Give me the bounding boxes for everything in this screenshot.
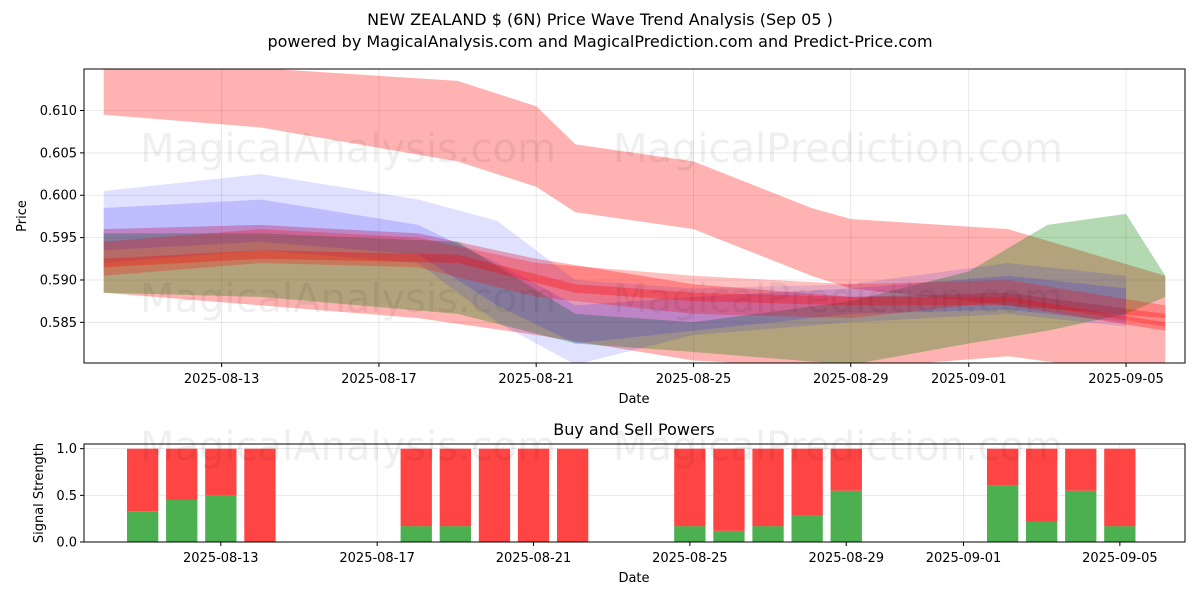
watermark-prediction: MagicalPrediction.com (613, 424, 1063, 470)
watermark-analysis: MagicalAnalysis.com (140, 424, 556, 470)
price-x-ticks: 2025-08-13 2025-08-17 2025-08-21 2025-08-25… (184, 363, 1164, 387)
price-band-red (103, 224, 1166, 363)
sell-bar (166, 448, 198, 500)
price-y-label: Price (15, 200, 30, 232)
signal-x-tick-label: 2025-08-21 (496, 551, 572, 566)
signal-x-label: Date (618, 571, 649, 586)
price-y-tick-label: 0.610 (40, 104, 77, 119)
price-x-label: Date (618, 392, 649, 407)
price-y-tick-label: 0.585 (40, 316, 77, 331)
buy-bar (1104, 526, 1136, 542)
sell-bar (1104, 448, 1136, 527)
buy-bar (987, 485, 1019, 542)
price-x-tick-label: 2025-08-25 (656, 372, 732, 387)
signal-x-tick-label: 2025-09-01 (926, 551, 1002, 566)
watermark-prediction: MagicalPrediction.com (613, 126, 1063, 172)
signal-y-ticks: 0.0 0.5 1.0 (56, 442, 84, 551)
signal-y-label: Signal Strength (32, 443, 47, 543)
price-grid (84, 69, 1185, 363)
sell-bar (557, 448, 589, 542)
signal-bars (127, 448, 1136, 542)
price-band-red (103, 229, 1166, 327)
sell-bar (400, 448, 432, 527)
chart-subtitle: powered by MagicalAnalysis.com and Magic… (267, 32, 932, 51)
price-x-tick-label: 2025-08-13 (184, 372, 260, 387)
buy-bar (205, 495, 237, 542)
price-band-green (103, 213, 1166, 363)
price-y-tick-label: 0.605 (40, 146, 77, 161)
price-x-tick-label: 2025-08-21 (498, 372, 574, 387)
chart-title: NEW ZEALAND $ (6N) Price Wave Trend Anal… (367, 10, 833, 29)
buy-bar (400, 526, 432, 542)
price-band-blue (103, 199, 1126, 344)
price-x-tick-label: 2025-09-05 (1088, 372, 1164, 387)
signal-y-tick-label: 0.5 (56, 489, 77, 504)
signal-y-tick-label: 1.0 (56, 442, 77, 457)
price-band-red (103, 250, 1166, 331)
sell-bar (791, 448, 823, 516)
sell-bar (830, 448, 862, 491)
price-x-tick-label: 2025-09-01 (931, 372, 1007, 387)
sell-bar (713, 448, 745, 531)
sell-bar (1065, 448, 1097, 491)
buy-bar (439, 526, 471, 542)
watermark-prediction: MagicalPrediction.com (613, 276, 1063, 322)
sell-bar (205, 448, 237, 496)
sell-bar (439, 448, 471, 527)
buy-bar (752, 526, 784, 542)
signal-chart: Buy and Sell Powers MagicalAnalysis.com … (32, 420, 1186, 586)
sell-bar (478, 448, 511, 542)
signal-x-tick-label: 2025-08-17 (339, 551, 415, 566)
sell-bar (244, 448, 276, 542)
sell-bar (674, 448, 706, 527)
price-band-blue (103, 174, 1126, 363)
watermark-analysis: MagicalAnalysis.com (140, 276, 556, 322)
buy-bar (674, 526, 706, 542)
buy-bar (127, 511, 159, 542)
buy-bar (830, 490, 862, 542)
price-y-tick-label: 0.600 (40, 189, 77, 204)
price-y-tick-label: 0.590 (40, 273, 77, 288)
price-chart: MagicalAnalysis.com MagicalPrediction.co… (15, 68, 1186, 407)
price-x-tick-label: 2025-08-17 (341, 372, 417, 387)
sell-bar (987, 448, 1019, 486)
watermark-analysis: MagicalAnalysis.com (140, 126, 556, 172)
price-y-ticks: 0.585 0.590 0.595 0.600 0.605 0.610 (40, 104, 84, 331)
signal-x-tick-label: 2025-08-29 (808, 551, 884, 566)
buy-bar (791, 515, 823, 542)
sell-bar (517, 448, 550, 542)
sell-bar (1026, 448, 1058, 522)
signal-x-tick-label: 2025-08-25 (652, 551, 728, 566)
sell-bar (127, 448, 159, 512)
signal-x-ticks: 2025-08-13 2025-08-17 2025-08-21 2025-08-25… (183, 542, 1158, 566)
buy-bar (713, 530, 745, 542)
signal-y-tick-label: 0.0 (56, 536, 77, 551)
signal-x-tick-label: 2025-09-05 (1082, 551, 1158, 566)
buy-bar (166, 500, 198, 542)
price-plot-frame (83, 68, 1186, 364)
buy-bar (1026, 521, 1058, 542)
signal-x-tick-label: 2025-08-13 (183, 551, 259, 566)
buy-bar (1065, 490, 1097, 542)
sell-bar (752, 448, 784, 527)
price-band-red (103, 69, 1166, 319)
signal-plot-frame (83, 443, 1186, 543)
price-x-tick-label: 2025-08-29 (813, 372, 889, 387)
price-bands (103, 69, 1166, 363)
price-y-tick-label: 0.595 (40, 231, 77, 246)
signal-title: Buy and Sell Powers (553, 420, 715, 439)
